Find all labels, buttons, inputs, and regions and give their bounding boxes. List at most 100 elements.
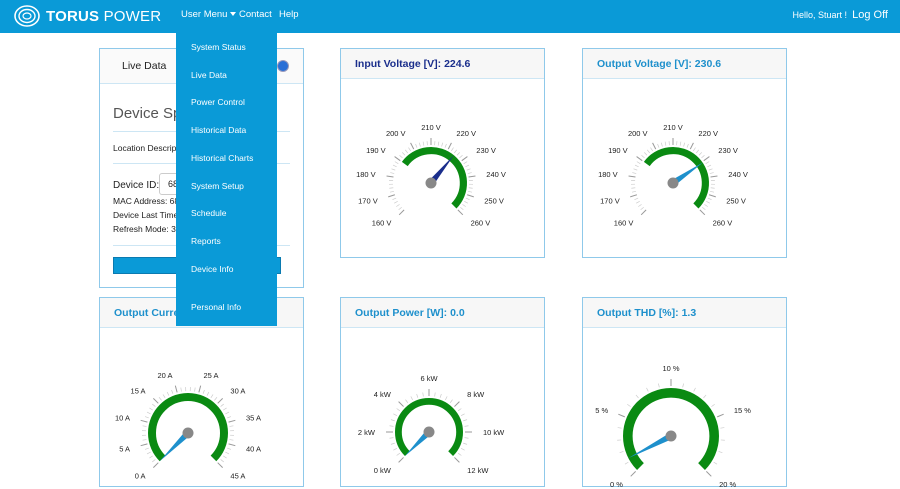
menu-item-system-setup[interactable]: System Setup	[191, 181, 244, 191]
gauge-minor-tick	[458, 408, 461, 410]
gauge-minor-tick	[646, 388, 648, 392]
gauge-minor-tick	[450, 400, 452, 403]
gauge-minor-tick	[442, 143, 443, 147]
gauge-minor-tick	[143, 426, 147, 427]
output-power-title-label: Output Power [W]:	[355, 307, 447, 319]
gauge-tick-label: 160 V	[372, 219, 392, 228]
gauge-major-tick	[709, 195, 716, 197]
menu-item-power-control[interactable]: Power Control	[191, 97, 245, 107]
gauge-minor-tick	[641, 207, 644, 210]
gauge-minor-tick	[393, 448, 397, 450]
gauge-minor-tick	[397, 453, 400, 455]
brand-logo[interactable]: TORUS POWER	[14, 4, 161, 28]
gauge-minor-tick	[405, 150, 407, 153]
gauge-minor-tick	[694, 388, 696, 392]
menu-item-reports[interactable]: Reports	[191, 236, 221, 246]
gauge-minor-tick	[419, 143, 420, 147]
gauge-minor-tick	[633, 169, 637, 170]
nav-contact[interactable]: Contact	[239, 0, 272, 33]
gauge-minor-tick	[719, 451, 723, 452]
gauge-minor-tick	[411, 396, 413, 400]
gauge-minor-tick	[393, 414, 397, 416]
gauge-minor-tick	[221, 404, 224, 407]
gauge-minor-tick	[390, 191, 394, 192]
menu-item-schedule[interactable]: Schedule	[191, 208, 226, 218]
gauge-major-tick	[469, 176, 476, 177]
torus-logo-icon	[14, 5, 40, 27]
gauge-tick-label: 5 %	[595, 406, 608, 415]
gauge-major-tick	[467, 195, 474, 197]
menu-item-system-status[interactable]: System Status	[191, 42, 246, 52]
gauge-minor-tick	[625, 462, 628, 464]
gauge-major-tick	[711, 176, 718, 177]
gauge-major-tick	[454, 457, 459, 462]
gauge-minor-tick	[211, 394, 213, 397]
gauge-minor-tick	[207, 392, 209, 396]
gauge-tick-label: 190 V	[366, 146, 386, 155]
gauge-minor-tick	[214, 397, 217, 400]
gauge-hub	[426, 178, 437, 189]
menu-item-historical-data[interactable]: Historical Data	[191, 125, 246, 135]
gauge-minor-tick	[405, 400, 407, 403]
gauge-minor-tick	[463, 420, 467, 421]
gauge-major-tick	[462, 157, 468, 161]
gauge-minor-tick	[634, 198, 638, 200]
gauge-major-tick	[388, 195, 395, 197]
gauge-minor-tick	[632, 173, 636, 174]
nav-help[interactable]: Help	[279, 0, 299, 33]
gauge-minor-tick	[435, 392, 436, 396]
device-id-label: Device ID:	[113, 180, 159, 191]
gauge-minor-tick	[152, 459, 155, 462]
nav-user-menu[interactable]: User Menu	[181, 0, 236, 33]
output-power-title: Output Power [W]: 0.0	[341, 298, 544, 328]
gauge-tick-label: 260 V	[471, 219, 491, 228]
gauge-minor-tick	[145, 417, 149, 418]
gauge-minor-tick	[680, 142, 681, 146]
gauge-major-tick	[631, 471, 636, 476]
logoff-link[interactable]: Log Off	[852, 0, 888, 30]
gauge-tick-label: 220 V	[698, 129, 718, 138]
menu-item-historical-charts[interactable]: Historical Charts	[191, 153, 253, 163]
menu-item-device-info[interactable]: Device Info	[191, 264, 234, 274]
gauge-major-tick	[629, 176, 636, 177]
output-thd-title-label: Output THD [%]:	[597, 307, 679, 319]
gauge-minor-tick	[684, 143, 685, 147]
gauge-minor-tick	[389, 438, 393, 439]
gauge-minor-tick	[714, 462, 717, 464]
gauge-minor-tick	[465, 426, 469, 427]
gauge-tick-label: 160 V	[614, 219, 634, 228]
gauge-minor-tick	[423, 392, 424, 396]
gauge-minor-tick	[227, 448, 231, 449]
gauge-minor-tick	[392, 198, 396, 200]
gauge-major-tick	[199, 386, 201, 393]
gauge-tick-label: 45 A	[230, 471, 245, 480]
gauge-minor-tick	[644, 152, 647, 155]
gauge-minor-tick	[395, 162, 398, 164]
gauge-minor-tick	[229, 426, 233, 427]
gauge-minor-tick	[636, 395, 639, 398]
gauge-minor-tick	[627, 404, 630, 406]
gauge-major-tick	[229, 420, 236, 422]
gauge-minor-tick	[463, 443, 467, 444]
gauge-minor-tick	[149, 408, 152, 410]
menu-item-live-data[interactable]: Live Data	[191, 70, 227, 80]
gauge-minor-tick	[402, 152, 405, 155]
gauge-major-tick	[395, 157, 401, 161]
gauge-minor-tick	[702, 207, 705, 210]
menu-item-personal-info[interactable]: Personal Info	[191, 302, 241, 312]
gauge-minor-tick	[221, 459, 224, 462]
gauge-minor-tick	[149, 456, 152, 458]
gauge-minor-tick	[632, 191, 636, 192]
user-greeting: Hello, Stuart !	[792, 0, 847, 30]
gauge-tick-label: 35 A	[246, 413, 261, 422]
gauge-minor-tick	[397, 408, 400, 410]
gauge-major-tick	[399, 402, 404, 407]
user-menu-dropdown: System Status Live Data Power Control Hi…	[176, 33, 277, 326]
gauge-tick-label: 210 V	[421, 123, 441, 132]
gauge-major-tick	[700, 210, 705, 215]
gauge-minor-tick	[454, 150, 456, 153]
